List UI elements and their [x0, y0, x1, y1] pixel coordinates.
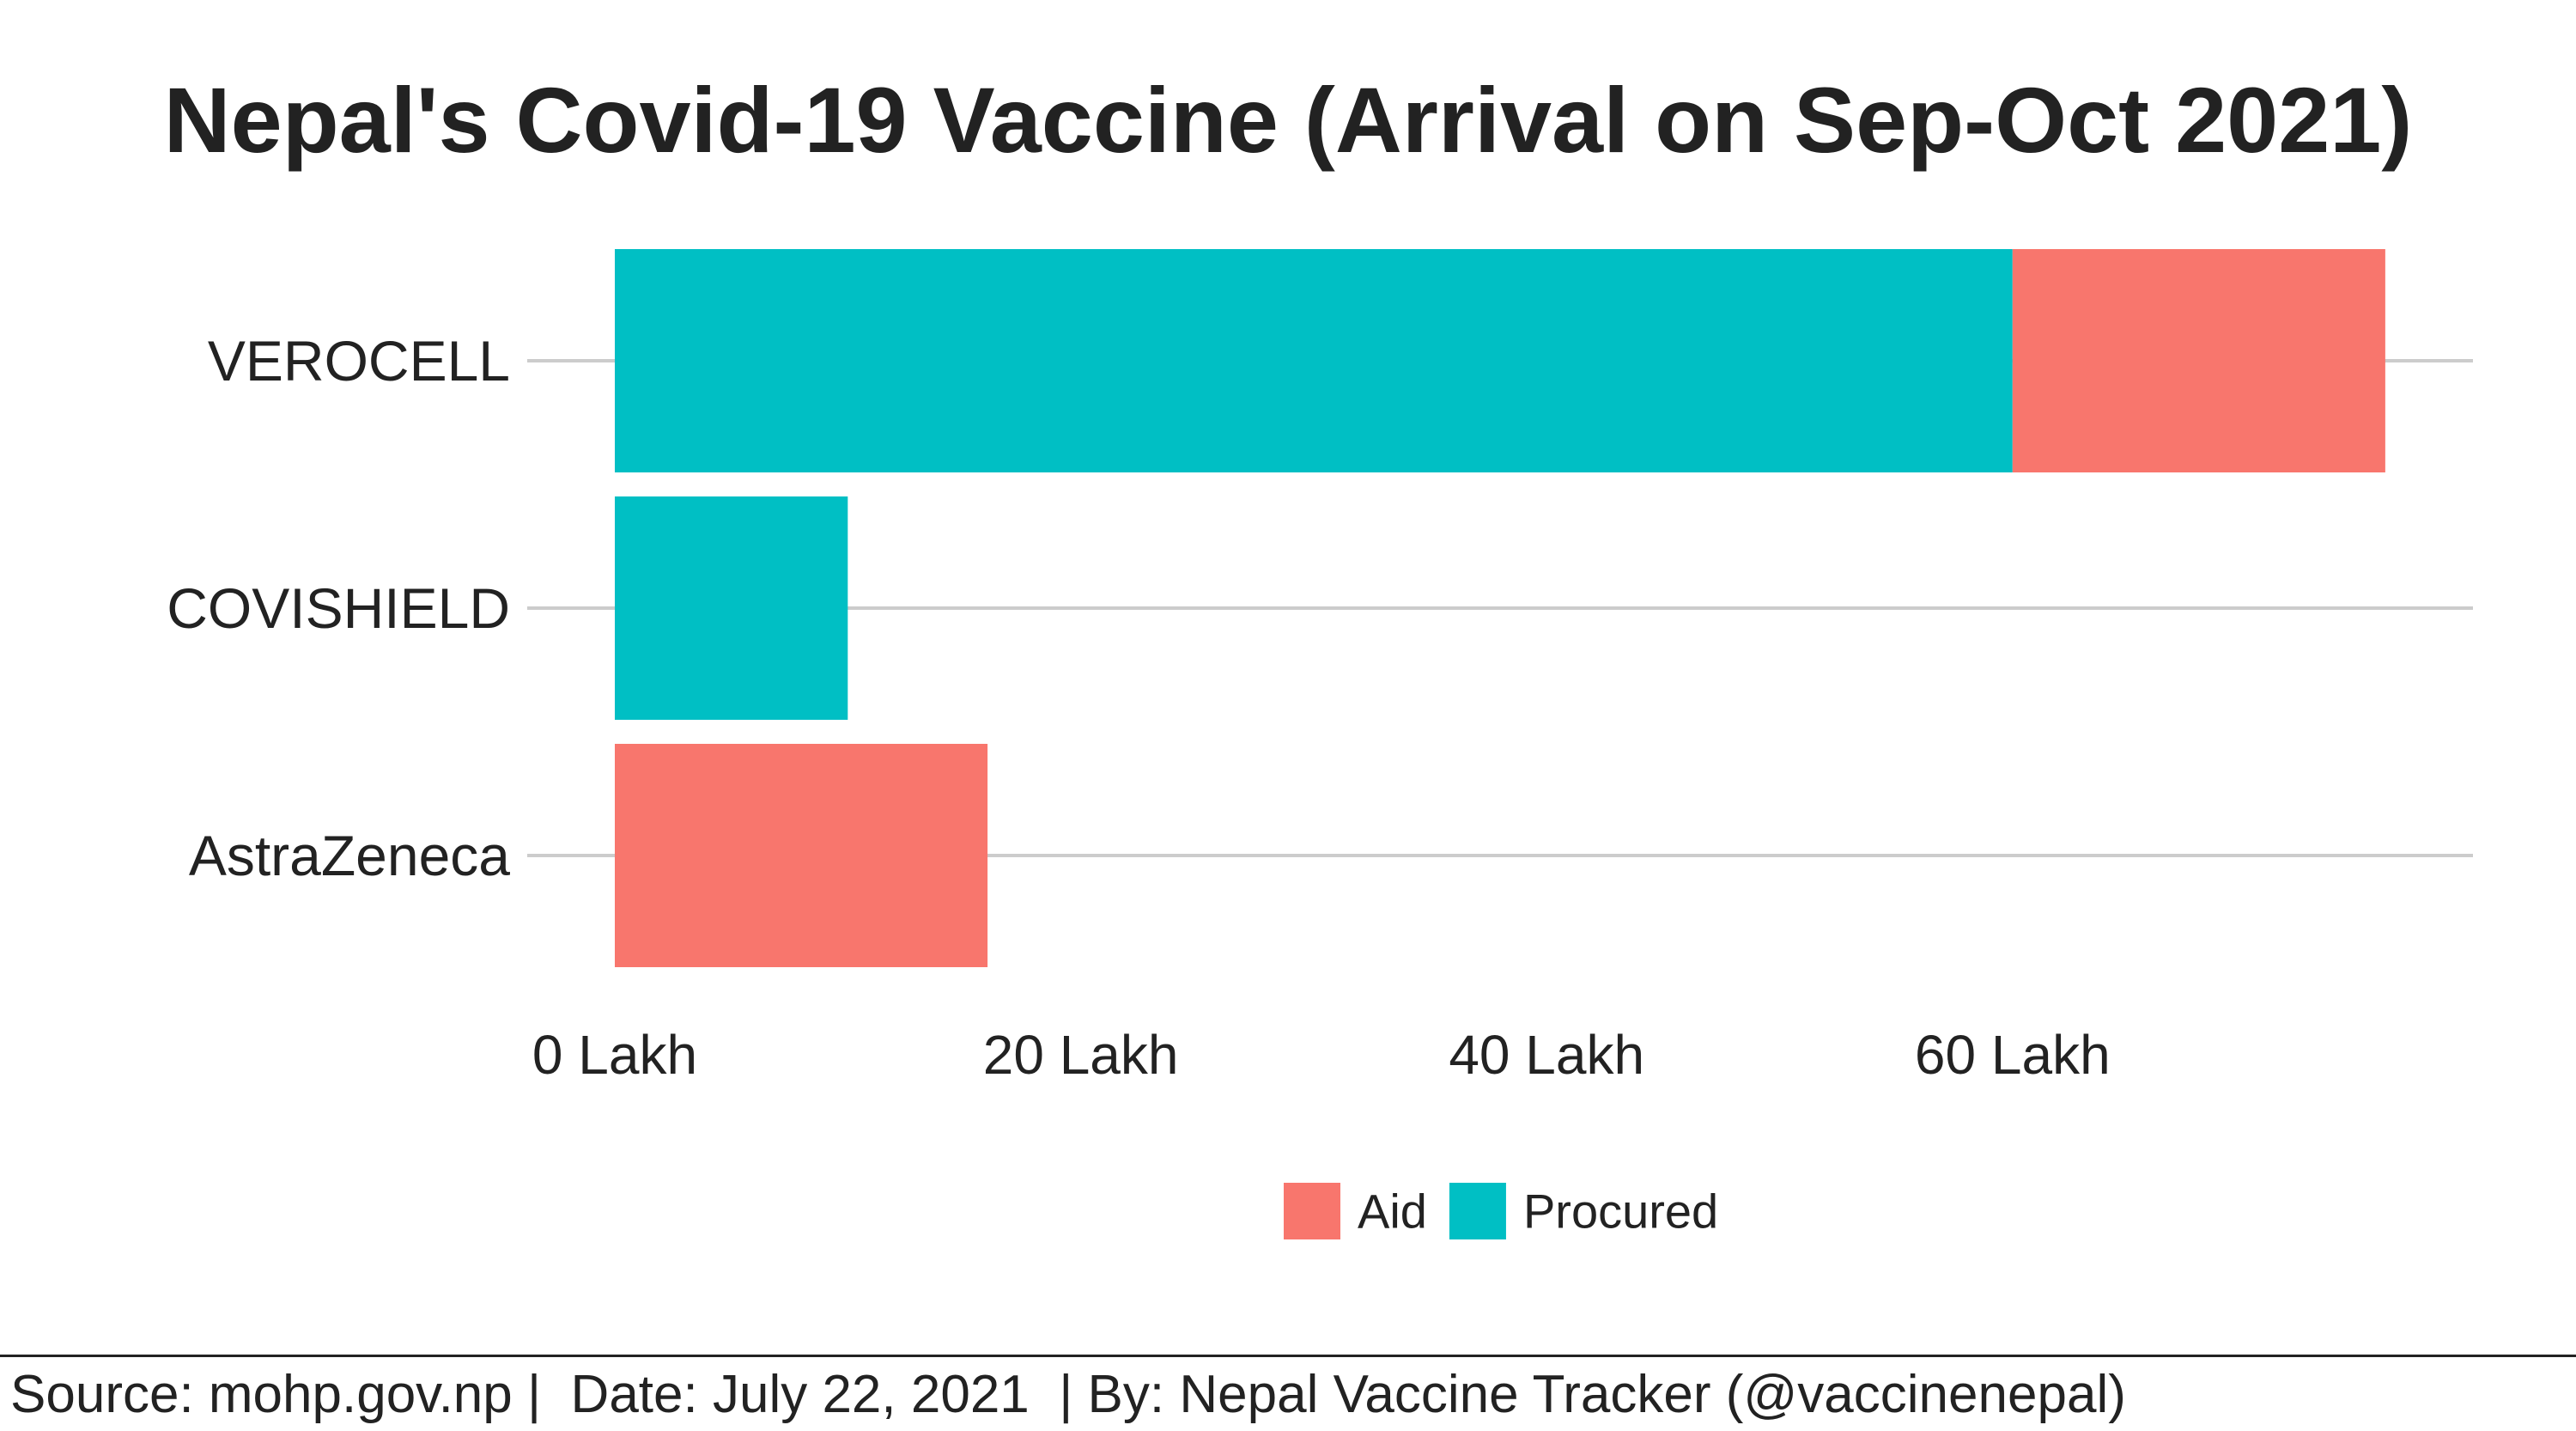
bar-verocell-aid — [2012, 249, 2385, 472]
legend-swatch-procured — [1449, 1183, 1506, 1239]
bar-verocell-procured — [615, 249, 2013, 472]
chart-title: Nepal's Covid-19 Vaccine (Arrival on Sep… — [163, 68, 2413, 172]
bar-covishield-procured — [615, 496, 848, 720]
category-label-astrazeneca: AstraZeneca — [189, 824, 510, 887]
x-tick-label-20: 20 Lakh — [983, 1024, 1179, 1086]
category-label-covishield: COVISHIELD — [167, 576, 510, 640]
legend: Aid Procured — [1284, 1183, 1718, 1239]
x-tick-label-60: 60 Lakh — [1915, 1024, 2111, 1086]
chart-plot: VEROCELL COVISHIELD AstraZeneca 0 Lakh 20 L… — [167, 249, 2473, 1239]
legend-label-aid: Aid — [1358, 1184, 1427, 1239]
bars — [615, 249, 2385, 967]
x-axis-ticks: 0 Lakh 20 Lakh 40 Lakh 60 Lakh — [532, 1024, 2111, 1086]
x-tick-label-40: 40 Lakh — [1449, 1024, 1644, 1086]
bar-astrazeneca-aid — [615, 744, 988, 967]
legend-swatch-aid — [1284, 1183, 1340, 1239]
footer-divider — [0, 1355, 2576, 1357]
category-label-verocell: VEROCELL — [208, 329, 510, 393]
legend-label-procured: Procured — [1523, 1184, 1718, 1239]
x-tick-label-0: 0 Lakh — [532, 1024, 697, 1086]
category-labels: VEROCELL COVISHIELD AstraZeneca — [167, 329, 510, 887]
footer-source-text: Source: mohp.gov.np | Date: July 22, 202… — [10, 1365, 2126, 1424]
